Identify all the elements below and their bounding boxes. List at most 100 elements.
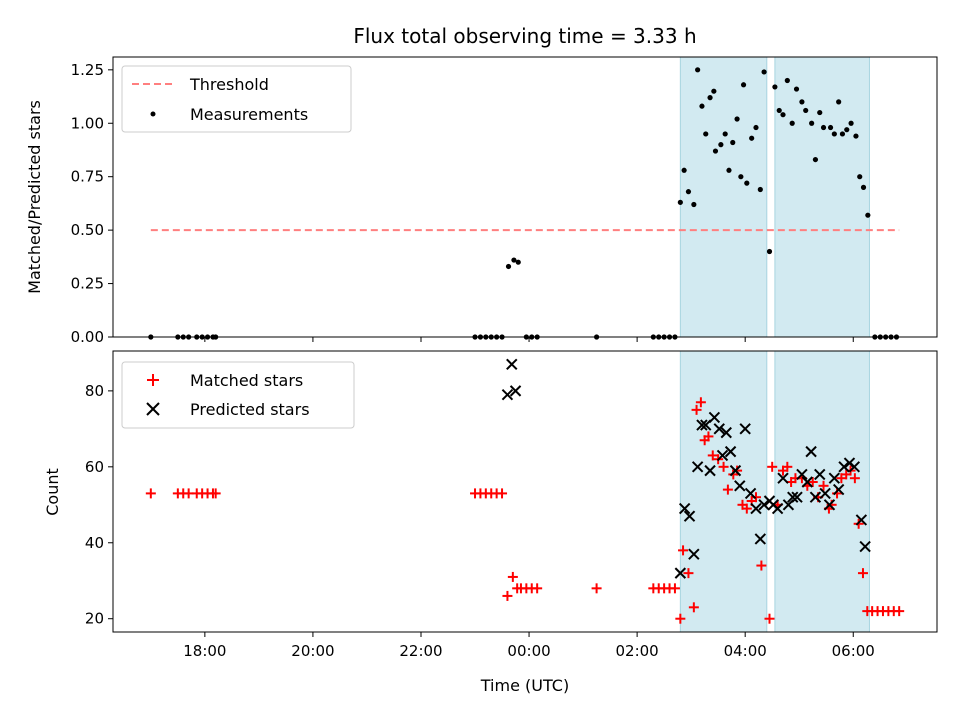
predicted-star-marker — [509, 385, 522, 397]
matched-star-marker — [497, 488, 508, 499]
measurement-point — [812, 156, 819, 163]
measurement-point — [718, 142, 724, 148]
predicted-star-marker — [771, 502, 784, 515]
measurement-point — [757, 186, 763, 193]
matched-star-marker — [767, 461, 778, 472]
predicted-star-marker — [828, 472, 841, 484]
bottom-x-ticks: 18:00 20:00 22:00 00:00 02:00 04:00 06:00 — [183, 632, 875, 660]
matched-star-marker — [678, 545, 689, 556]
predicted-star-marker — [506, 358, 518, 370]
predicted-star-marker — [713, 423, 725, 435]
predicted-star-marker — [796, 468, 808, 481]
x-tick-label: 06:00 — [832, 642, 875, 660]
measurement-point — [820, 124, 827, 131]
matched-star-marker — [145, 488, 156, 499]
measurement-point — [789, 120, 795, 126]
matched-star-marker — [210, 488, 221, 499]
measurement-point — [766, 248, 773, 255]
matched-star-marker — [764, 613, 775, 624]
bottom-y-axis-label: Count — [43, 468, 62, 516]
measurement-point — [836, 99, 842, 105]
matched-star-marker — [807, 477, 818, 488]
legend-matched-label: Matched stars — [190, 371, 303, 390]
bottom-legend: Matched stars Predicted stars — [121, 361, 355, 429]
measurement-point — [722, 131, 728, 137]
predicted-star-marker — [777, 472, 789, 484]
matched-star-marker — [502, 590, 513, 601]
x-tick-label: 02:00 — [616, 642, 659, 660]
measurement-point — [772, 84, 778, 90]
ratio-panel: 0.00 0.25 0.50 0.75 1.00 1.25 Matched/Predict… — [25, 56, 938, 346]
matched-star-marker — [857, 568, 868, 579]
y-tick-label: 60 — [85, 458, 104, 476]
measurement-point — [707, 95, 713, 101]
predicted-star-marker — [691, 461, 704, 473]
y-tick-label: 1.25 — [71, 61, 104, 79]
predicted-star-marker — [716, 449, 729, 462]
measurement-point — [730, 139, 736, 146]
y-tick-label: 20 — [85, 610, 104, 628]
x-tick-label: 22:00 — [399, 642, 442, 660]
measurement-point — [844, 127, 850, 133]
predicted-star-marker — [814, 468, 826, 481]
predicted-star-marker — [791, 491, 803, 503]
measurement-point — [817, 109, 823, 116]
matched-star-marker — [818, 480, 829, 491]
bottom-legend-box — [121, 361, 355, 429]
predicted-star-marker — [750, 502, 762, 515]
count-panel: 20 40 60 80 18:00 20:00 22:00 00:00 02:00 04:00 0… — [43, 350, 938, 695]
x-tick-label: 20:00 — [291, 642, 334, 660]
predicted-star-marker — [754, 533, 767, 545]
legend-measurements-swatch — [150, 111, 156, 117]
x-tick-label: 00:00 — [507, 642, 550, 660]
measurement-point — [685, 189, 692, 195]
predicted-star-marker — [805, 445, 817, 458]
predicted-star-marker — [729, 464, 742, 477]
predicted-star-marker — [704, 464, 716, 477]
predicted-star-marker — [801, 476, 814, 488]
measurement-point — [793, 86, 800, 92]
measurement-point — [505, 263, 512, 270]
measurement-point — [515, 259, 521, 265]
measurement-point — [740, 82, 747, 88]
y-tick-label: 0.50 — [71, 221, 104, 239]
matched-star-marker — [718, 461, 729, 472]
matched-star-marker — [750, 492, 761, 503]
shaded-interval — [679, 56, 768, 338]
matched-star-markers — [145, 397, 905, 624]
measurement-point — [799, 99, 805, 105]
y-tick-label: 0.00 — [71, 328, 104, 346]
predicted-star-marker — [696, 419, 708, 431]
matched-star-marker — [688, 602, 699, 613]
measurement-point — [744, 180, 750, 186]
matched-star-marker — [782, 461, 793, 472]
x-axis-label: Time (UTC) — [480, 676, 569, 695]
bottom-y-ticks: 20 40 60 80 — [85, 382, 113, 628]
matched-star-marker — [507, 571, 518, 582]
matched-star-marker — [695, 397, 706, 408]
bottom-axes-frame — [112, 350, 938, 633]
predicted-star-marker — [809, 491, 822, 503]
measurement-point — [734, 116, 740, 122]
legend-predicted-label: Predicted stars — [190, 400, 310, 419]
matched-star-marker — [675, 613, 686, 624]
matched-star-marker — [894, 606, 905, 617]
predicted-star-marker — [758, 499, 770, 511]
predicted-star-marker — [708, 411, 721, 424]
measurement-point — [753, 124, 759, 131]
measurement-point — [831, 131, 837, 137]
matched-star-marker — [591, 583, 602, 594]
legend-threshold-label: Threshold — [189, 75, 269, 94]
matched-star-marker — [732, 465, 743, 476]
chart-title: Flux total observing time = 3.33 h — [353, 24, 696, 48]
x-tick-label: 18:00 — [183, 642, 226, 660]
predicted-star-marker — [859, 540, 871, 553]
measurement-point — [738, 174, 744, 180]
legend-measurements-label: Measurements — [190, 105, 308, 124]
matched-star-marker — [741, 503, 752, 514]
measurement-point — [761, 69, 767, 75]
matched-star-marker — [707, 450, 718, 461]
matched-star-marker — [722, 484, 733, 495]
predicted-star-marker — [823, 499, 836, 511]
